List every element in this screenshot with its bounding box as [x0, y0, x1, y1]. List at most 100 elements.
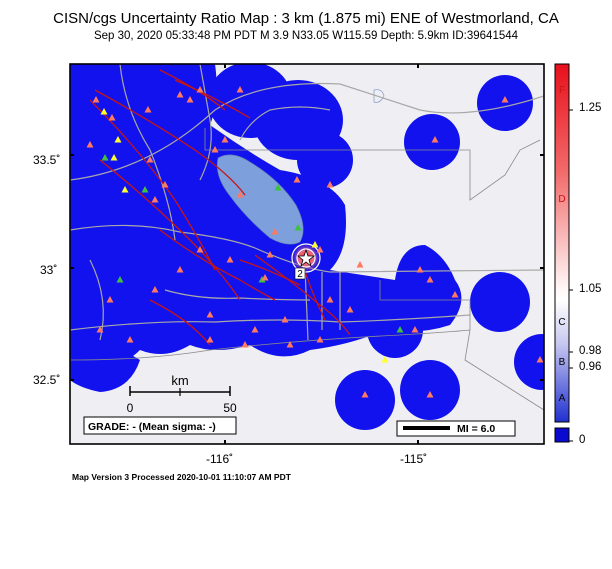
- lat-label-33: 33˚: [40, 263, 58, 277]
- stations: [86, 86, 544, 398]
- scale-bar: [129, 386, 231, 396]
- salton-sea: [216, 154, 304, 245]
- station-triangle-icon: [361, 391, 369, 398]
- station-triangle-icon: [316, 246, 324, 253]
- station-triangle-icon: [126, 336, 134, 343]
- colorbar-ticks: [569, 109, 573, 442]
- colorbar-letter-c: C: [558, 317, 565, 328]
- scale-end: 50: [223, 401, 237, 415]
- lat-label-33-5: 33.5˚: [33, 153, 61, 167]
- colorbar-letter-d: D: [558, 194, 565, 205]
- station-triangle-icon: [274, 184, 282, 191]
- station-triangle-icon: [151, 196, 159, 203]
- station-triangle-icon: [92, 96, 100, 103]
- colorbar-letter-f: F: [559, 85, 565, 96]
- station-triangle-icon: [416, 266, 424, 273]
- station-triangle-icon: [141, 186, 149, 193]
- colorbar-value-0-98: 0.98: [579, 345, 602, 357]
- colorbar-letter-a: A: [559, 393, 566, 404]
- station-triangle-icon: [356, 261, 364, 268]
- station-triangle-icon: [151, 286, 159, 293]
- scale-unit: km: [171, 373, 188, 388]
- station-triangle-icon: [146, 156, 154, 163]
- station-triangle-icon: [86, 141, 94, 148]
- station-triangle-icon: [294, 224, 302, 231]
- station-triangle-icon: [196, 86, 204, 93]
- colorbar-value-0-96: 0.96: [579, 361, 602, 373]
- station-triangle-icon: [431, 136, 439, 143]
- station-triangle-icon: [221, 136, 229, 143]
- station-triangle-icon: [211, 146, 219, 153]
- station-triangle-icon: [396, 326, 404, 333]
- station-label: 2: [297, 269, 303, 280]
- colorbar-value-1-25: 1.25: [579, 102, 602, 114]
- station-triangle-icon: [326, 296, 334, 303]
- small-lake: [373, 89, 385, 103]
- station-triangle-icon: [186, 96, 194, 103]
- coverage-zone-south-3: [367, 302, 423, 358]
- station-triangle-icon: [381, 356, 389, 363]
- mi-legend-text: MI = 6.0: [457, 423, 495, 435]
- colorbar-value-0: 0: [579, 434, 586, 446]
- coverage-south-west: [70, 346, 140, 392]
- station-triangle-icon: [114, 136, 122, 143]
- station-triangle-icon: [108, 114, 116, 121]
- station-triangle-icon: [226, 256, 234, 263]
- station-triangle-icon: [121, 186, 129, 193]
- station-triangle-icon: [106, 296, 114, 303]
- epicenter-star-icon: [296, 248, 316, 268]
- scale-start: 0: [127, 401, 134, 415]
- boundaries: [70, 64, 544, 444]
- lon-label-116: -116˚: [206, 452, 234, 466]
- station-label-box: [294, 267, 306, 280]
- coverage-zone-east-2: [477, 75, 533, 131]
- station-triangle-icon: [101, 154, 109, 161]
- mi-legend-box: [396, 420, 516, 437]
- station-triangle-icon: [411, 326, 419, 333]
- station-triangle-icon: [536, 356, 544, 363]
- station-triangle-icon: [161, 181, 169, 188]
- station-triangle-icon: [236, 86, 244, 93]
- event-info: Sep 30, 2020 05:33:48 PM PDT M 3.9 N33.0…: [93, 30, 519, 42]
- station-triangle-icon: [316, 336, 324, 343]
- lon-label-115: -115˚: [400, 452, 428, 466]
- station-triangle-icon: [206, 336, 214, 343]
- grade-text: GRADE: - (Mean sigma: -): [88, 421, 216, 433]
- coverage-zone-south-2: [400, 360, 460, 420]
- station-triangle-icon: [100, 108, 108, 115]
- station-triangle-icon: [241, 341, 249, 348]
- contour-outer: [291, 243, 321, 273]
- station-triangle-icon: [176, 91, 184, 98]
- station-triangle-icon: [271, 228, 279, 235]
- station-triangle-icon: [206, 311, 214, 318]
- map-title: CISN/cgs Uncertainty Ratio Map : 3 km (1…: [53, 10, 559, 27]
- grade-box: [83, 416, 237, 435]
- station-triangle-icon: [144, 106, 152, 113]
- station-triangle-icon: [236, 191, 244, 198]
- colorbar: [554, 63, 570, 423]
- coverage-zone-east-3: [470, 272, 530, 332]
- colorbar-letter-b: B: [559, 357, 566, 368]
- station-triangle-icon: [261, 274, 269, 281]
- station-triangle-icon: [426, 276, 434, 283]
- faults: [89, 69, 351, 346]
- map-version-footer: Map Version 3 Processed 2020-10-01 11:10…: [72, 472, 291, 482]
- station-triangle-icon: [346, 306, 354, 313]
- station-triangle-icon: [110, 154, 118, 161]
- station-triangle-icon: [326, 181, 334, 188]
- station-triangle-icon: [96, 326, 104, 333]
- station-triangle-icon: [258, 276, 266, 283]
- coverage-zone-north-east-2: [297, 132, 353, 188]
- coverage-zone-east-4: [514, 334, 544, 390]
- station-triangle-icon: [426, 391, 434, 398]
- station-triangle-icon: [116, 276, 124, 283]
- station-triangle-icon: [196, 246, 204, 253]
- station-triangle-icon: [311, 241, 319, 248]
- station-triangle-icon: [266, 251, 274, 258]
- frame-ticks: [70, 64, 544, 444]
- station-triangle-icon: [286, 341, 294, 348]
- lat-label-32-5: 32.5˚: [33, 373, 61, 387]
- station-triangle-icon: [251, 326, 259, 333]
- station-triangle-icon: [451, 291, 459, 298]
